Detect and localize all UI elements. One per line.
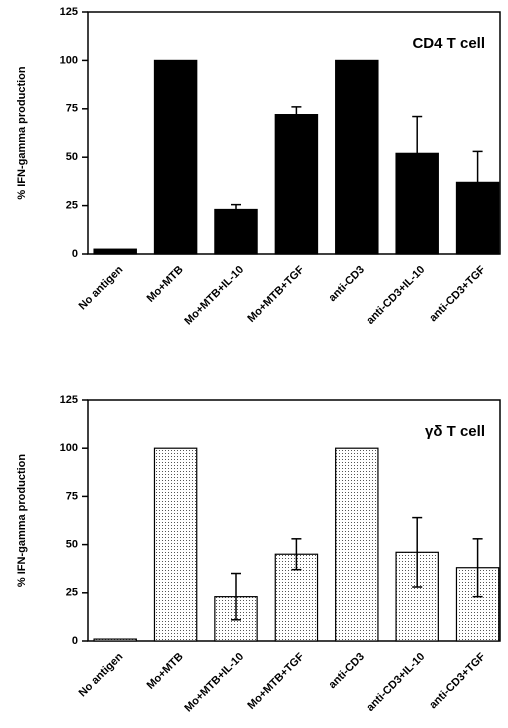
bar: [153, 447, 198, 642]
y-tick-label: 100: [60, 54, 78, 66]
chart-title: CD4 T cell: [412, 35, 485, 52]
y-tick-label: 25: [66, 587, 78, 599]
x-tick-label: No antigen: [77, 264, 126, 313]
y-axis-label: % IFN-gamma production: [16, 66, 28, 200]
x-tick-label: No antigen: [77, 651, 126, 700]
y-tick-label: 100: [60, 442, 78, 454]
x-tick-label: Mo+MTB: [145, 264, 186, 305]
x-tick-label: Mo+MTB+IL-10: [182, 264, 246, 328]
y-tick-label: 75: [66, 490, 78, 502]
x-tick-label: Mo+MTB+TGF: [245, 651, 306, 712]
y-tick-label: 50: [66, 151, 78, 163]
x-tick-label: anti-CD3+TGF: [427, 264, 488, 325]
x-tick-label: Mo+MTB+IL-10: [182, 651, 246, 715]
y-tick-label: 50: [66, 539, 78, 551]
bar: [214, 208, 258, 255]
bar: [335, 59, 379, 255]
y-tick-label: 125: [60, 6, 78, 18]
y-tick-label: 0: [72, 248, 78, 260]
x-tick-label: anti-CD3+TGF: [427, 651, 488, 712]
y-tick-label: 0: [72, 635, 78, 647]
bar: [153, 59, 198, 255]
bar: [335, 447, 379, 642]
x-tick-label: Mo+MTB: [145, 651, 186, 692]
y-tick-label: 25: [66, 200, 78, 212]
x-tick-label: anti-CD3: [327, 264, 367, 304]
bar: [395, 551, 439, 642]
y-axis-label: % IFN-gamma production: [16, 454, 28, 588]
bar: [395, 152, 439, 255]
chart-title: γδ T cell: [425, 423, 485, 440]
x-tick-label: anti-CD3+IL-10: [364, 264, 427, 327]
y-tick-label: 75: [66, 103, 78, 115]
bar: [274, 114, 319, 255]
x-tick-label: anti-CD3: [327, 651, 367, 691]
bar: [93, 248, 137, 255]
bar: [93, 638, 137, 642]
x-tick-label: anti-CD3+IL-10: [364, 651, 427, 714]
x-tick-label: Mo+MTB+TGF: [245, 264, 306, 325]
y-tick-label: 125: [60, 394, 78, 406]
bar: [455, 181, 500, 255]
